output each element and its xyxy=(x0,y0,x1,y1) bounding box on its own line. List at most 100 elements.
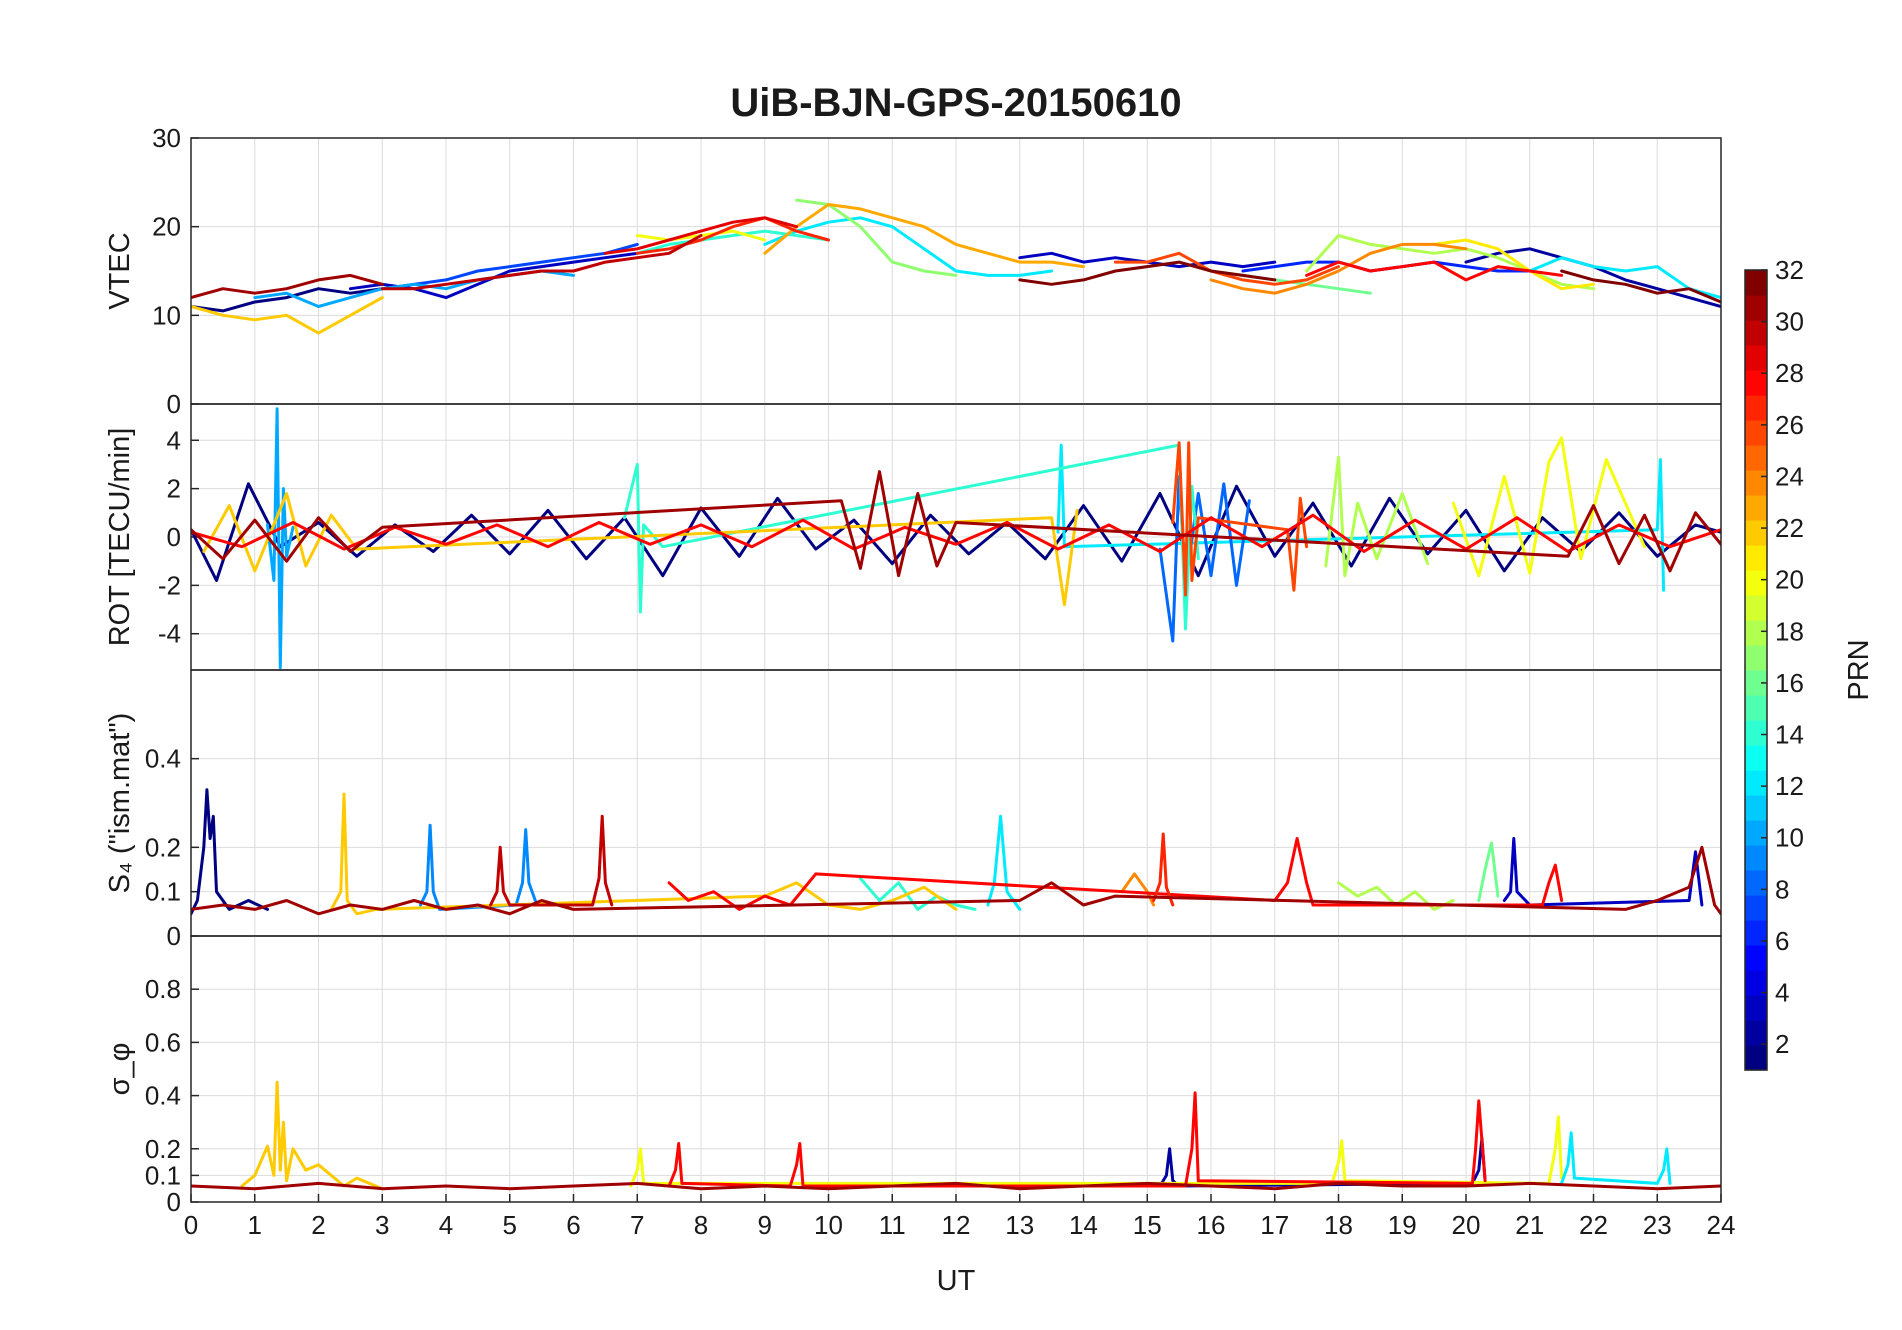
colorbar-swatch xyxy=(1745,445,1767,471)
colorbar-swatch xyxy=(1745,745,1767,771)
colorbar-swatch xyxy=(1745,620,1767,646)
x-tick-label: 13 xyxy=(1005,1210,1034,1240)
x-tick-label: 17 xyxy=(1260,1210,1289,1240)
prn-23-line xyxy=(763,203,1085,269)
x-tick-label: 22 xyxy=(1579,1210,1608,1240)
colorbar-swatch xyxy=(1745,420,1767,446)
colorbar-swatch xyxy=(1745,645,1767,671)
y-tick-label: 30 xyxy=(152,123,181,153)
prn-2-line xyxy=(1158,1136,1487,1188)
x-tick-label: 3 xyxy=(375,1210,389,1240)
x-tick-label: 4 xyxy=(439,1210,453,1240)
x-tick-label: 23 xyxy=(1643,1210,1672,1240)
x-tick-label: 2 xyxy=(311,1210,325,1240)
x-tick-label: 6 xyxy=(566,1210,580,1240)
prn-18-line xyxy=(1305,234,1595,291)
prn-12-line xyxy=(1560,1131,1672,1185)
colorbar-swatch xyxy=(1745,995,1767,1021)
x-tick-label: 9 xyxy=(758,1210,772,1240)
x-tick-label: 21 xyxy=(1515,1210,1544,1240)
colorbar-swatch xyxy=(1745,920,1767,946)
colorbar-swatch xyxy=(1745,595,1767,621)
colorbar-swatch xyxy=(1745,720,1767,746)
colorbar-tick-label: 4 xyxy=(1775,978,1789,1008)
y-tick-label: 0.2 xyxy=(145,832,181,862)
colorbar-swatch xyxy=(1745,670,1767,696)
prn-1-line xyxy=(191,287,384,313)
x-tick-label: 11 xyxy=(879,1210,906,1240)
x-tick-label: 19 xyxy=(1388,1210,1417,1240)
prn-22-line xyxy=(240,1080,384,1191)
colorbar-swatch xyxy=(1745,520,1767,546)
prn-3-line xyxy=(348,251,639,300)
x-tick-label: 1 xyxy=(248,1210,262,1240)
y-tick-label: 0 xyxy=(167,389,181,419)
y-tick-label: 0.4 xyxy=(145,1081,181,1111)
colorbar-swatch xyxy=(1745,345,1767,371)
x-tick-label: 8 xyxy=(694,1210,708,1240)
x-tick-label: 14 xyxy=(1069,1210,1098,1240)
x-tick-label: 5 xyxy=(503,1210,517,1240)
colorbar-tick-label: 26 xyxy=(1775,410,1804,440)
prn-31-line xyxy=(191,1181,1721,1191)
colorbar-tick-label: 8 xyxy=(1775,874,1789,904)
colorbar-swatch xyxy=(1745,795,1767,821)
x-tick-label: 20 xyxy=(1452,1210,1481,1240)
prn-9-line xyxy=(419,823,537,911)
colorbar-tick-label: 10 xyxy=(1775,823,1804,853)
prn-7-line xyxy=(380,242,639,291)
prn-31-line xyxy=(191,273,384,300)
y-tick-label: 20 xyxy=(152,212,181,242)
y-tick-label: 0.4 xyxy=(145,744,181,774)
prn-31-line xyxy=(191,470,1721,578)
prn-17-line xyxy=(795,198,958,277)
y-axis-label: ROT [TECU/min] xyxy=(104,428,136,647)
prn-24-line xyxy=(1209,242,1468,295)
prn-12-line xyxy=(1056,443,1666,592)
prn-30-line xyxy=(380,234,703,291)
prn-26-line xyxy=(1171,441,1309,597)
y-tick-label: 4 xyxy=(167,425,181,455)
colorbar-tick-label: 24 xyxy=(1775,461,1804,491)
colorbar-swatch xyxy=(1745,1045,1767,1071)
y-tick-label: 0.8 xyxy=(145,974,181,1004)
colorbar-swatch xyxy=(1745,470,1767,496)
y-tick-label: 10 xyxy=(152,300,181,330)
prn-14-line xyxy=(635,229,830,255)
x-tick-label: 10 xyxy=(814,1210,843,1240)
x-tick-label: 16 xyxy=(1197,1210,1226,1240)
colorbar-swatch xyxy=(1745,970,1767,996)
x-tick-label: 12 xyxy=(942,1210,971,1240)
colorbar-swatch xyxy=(1745,870,1767,896)
prn-16-line xyxy=(1477,841,1500,902)
prn-28-line xyxy=(667,837,1564,911)
x-tick-label: 0 xyxy=(184,1210,198,1240)
colorbar-tick-label: 12 xyxy=(1775,771,1804,801)
series-group xyxy=(191,788,1721,916)
colorbar-tick-label: 32 xyxy=(1775,255,1804,285)
prn-21-line xyxy=(1432,238,1595,291)
colorbar-swatch xyxy=(1745,495,1767,521)
y-tick-label: 2 xyxy=(167,474,181,504)
colorbar-swatch xyxy=(1745,845,1767,871)
colorbar-tick-label: 28 xyxy=(1775,358,1804,388)
y-axis-label: S₄ ("ism.mat") xyxy=(104,713,136,894)
prn-14-line xyxy=(858,876,977,911)
x-tick-label: 7 xyxy=(630,1210,644,1240)
s4-panel: 0 0.1 0.2 0.4 S₄ ("ism.mat") xyxy=(104,669,1722,951)
colorbar-swatch xyxy=(1745,770,1767,796)
series-group xyxy=(191,407,1721,670)
y-tick-label: 0 xyxy=(167,1187,181,1217)
prn-31-line xyxy=(191,845,1721,916)
prn-28-line xyxy=(667,1091,1487,1188)
prn-29-line xyxy=(603,216,799,255)
colorbar-label: PRN xyxy=(1843,639,1875,700)
prn-10-line xyxy=(266,407,295,670)
prn-30-line xyxy=(489,814,614,907)
colorbar-swatch xyxy=(1745,695,1767,721)
colorbar-swatch xyxy=(1745,570,1767,596)
colorbar-tick-label: 30 xyxy=(1775,307,1804,337)
colorbar-tick-label: 18 xyxy=(1775,616,1804,646)
prn-12-line xyxy=(986,814,1022,911)
